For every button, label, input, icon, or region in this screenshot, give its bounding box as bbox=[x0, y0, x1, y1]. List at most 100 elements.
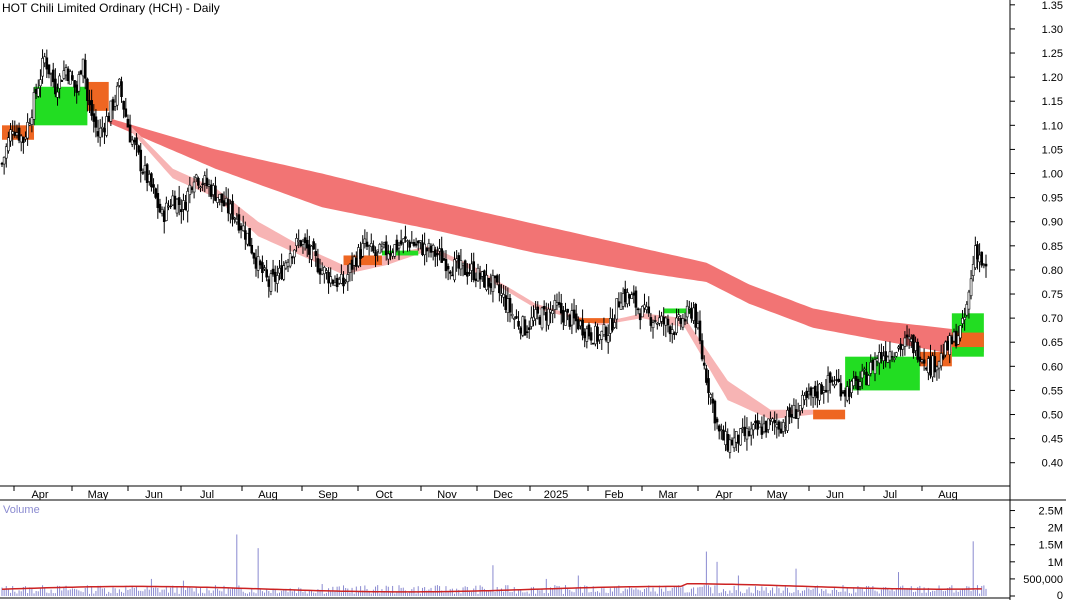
price-bar-body bbox=[745, 428, 749, 440]
price-bar-body bbox=[641, 306, 644, 318]
price-bar-body bbox=[137, 145, 140, 153]
price-bar-body bbox=[423, 243, 426, 256]
price-bar-body bbox=[784, 425, 787, 428]
price-bar-body bbox=[107, 115, 111, 122]
price-bar-body bbox=[623, 288, 627, 303]
price-bar-body bbox=[771, 418, 774, 422]
price-bar-body bbox=[743, 426, 747, 437]
price-bar-body bbox=[547, 308, 550, 326]
price-bar-body bbox=[504, 295, 508, 311]
price-tick-label: 0.55 bbox=[1042, 385, 1063, 397]
price-bar-body bbox=[897, 346, 900, 349]
price-bar-body bbox=[886, 356, 890, 363]
price-bar-body bbox=[566, 308, 569, 313]
price-bar-body bbox=[69, 71, 72, 85]
price-bar-body bbox=[216, 197, 219, 203]
price-bar-body bbox=[606, 335, 610, 343]
price-bar-body bbox=[636, 308, 640, 311]
price-bar-body bbox=[500, 293, 503, 296]
price-bar-body bbox=[323, 267, 326, 275]
price-bar-body bbox=[867, 375, 870, 386]
price-bar-body bbox=[920, 359, 924, 363]
price-bar-body bbox=[726, 433, 730, 451]
price-tick-label: 0.70 bbox=[1042, 313, 1063, 325]
price-bar-body bbox=[427, 243, 431, 249]
price-bar-body bbox=[873, 359, 877, 374]
time-tick-label: Nov bbox=[437, 489, 457, 501]
price-bar-body bbox=[288, 253, 292, 267]
price-bar-body bbox=[130, 139, 134, 145]
price-bar-body bbox=[508, 298, 512, 313]
price-bar-body bbox=[602, 324, 606, 335]
price-bar-body bbox=[141, 172, 145, 174]
price-bar-body bbox=[786, 410, 789, 431]
price-bar-body bbox=[892, 357, 896, 360]
price-bar-body bbox=[258, 260, 262, 266]
price-bar-body bbox=[813, 385, 817, 397]
price-bar-body bbox=[367, 245, 371, 248]
price-bar-body bbox=[369, 243, 373, 247]
price-bar-body bbox=[720, 429, 723, 431]
price-bar-body bbox=[158, 203, 162, 213]
price-bar-body bbox=[858, 381, 862, 387]
volume-tick-label: 0 bbox=[1057, 590, 1063, 600]
price-bar-body bbox=[833, 384, 836, 387]
price-bar-body bbox=[169, 205, 172, 208]
price-bar-body bbox=[88, 100, 91, 106]
time-tick-label: Oct bbox=[375, 489, 392, 501]
price-bar-body bbox=[899, 343, 902, 350]
volume-tick-label: 500,000 bbox=[1023, 574, 1063, 586]
price-bar-body bbox=[777, 421, 781, 430]
price-bar-body bbox=[487, 277, 490, 287]
price-bar-body bbox=[86, 78, 89, 101]
price-bar-body bbox=[538, 316, 542, 325]
price-bar-body bbox=[965, 303, 969, 316]
price-bar-body bbox=[952, 331, 956, 342]
price-bar-body bbox=[278, 267, 281, 274]
price-bar-body bbox=[781, 421, 785, 432]
price-bar-body bbox=[480, 271, 484, 277]
price-bar-body bbox=[880, 352, 883, 359]
price-bar-body bbox=[935, 366, 939, 371]
price-bar-body bbox=[26, 122, 29, 139]
price-bar-body bbox=[412, 241, 416, 246]
price-bar-body bbox=[476, 267, 480, 282]
price-bar-body bbox=[835, 379, 838, 381]
price-bar-body bbox=[594, 325, 597, 345]
price-bar-body bbox=[233, 217, 236, 220]
price-bar-body bbox=[77, 74, 81, 92]
price-bar-body bbox=[303, 237, 307, 243]
price-bar-body bbox=[971, 264, 975, 276]
price-bar-body bbox=[404, 236, 407, 239]
price-bar-body bbox=[649, 317, 653, 326]
price-bar-body bbox=[265, 269, 268, 278]
price-bar-body bbox=[41, 57, 44, 77]
price-bar-body bbox=[600, 331, 604, 340]
price-bar-body bbox=[562, 309, 565, 323]
price-bar-body bbox=[792, 405, 796, 418]
price-bar-body bbox=[653, 320, 657, 322]
price-bar-body bbox=[517, 320, 520, 327]
price-bar-body bbox=[305, 239, 309, 249]
price-bar-body bbox=[673, 332, 676, 336]
price-bar-body bbox=[438, 248, 441, 252]
price-bar-body bbox=[961, 318, 964, 324]
price-bar-body bbox=[809, 387, 813, 396]
price-bar-body bbox=[865, 371, 868, 386]
price-bar-body bbox=[696, 323, 700, 329]
price-bar-body bbox=[525, 331, 529, 333]
price-bar-body bbox=[401, 238, 405, 243]
price-bar-body bbox=[175, 198, 179, 214]
price-bar-body bbox=[982, 264, 986, 266]
price-bar-body bbox=[248, 228, 251, 247]
price-bar-body bbox=[591, 342, 595, 345]
price-bar-body bbox=[668, 326, 672, 335]
price-bar-body bbox=[51, 69, 55, 83]
price-bar-body bbox=[946, 340, 949, 351]
price-bar-body bbox=[98, 127, 102, 138]
price-bar-body bbox=[457, 255, 461, 269]
short-term-ma-ribbon-segment bbox=[813, 409, 846, 420]
price-bar-body bbox=[408, 241, 411, 248]
price-bar-body bbox=[722, 429, 725, 441]
price-bar-body bbox=[382, 242, 386, 245]
